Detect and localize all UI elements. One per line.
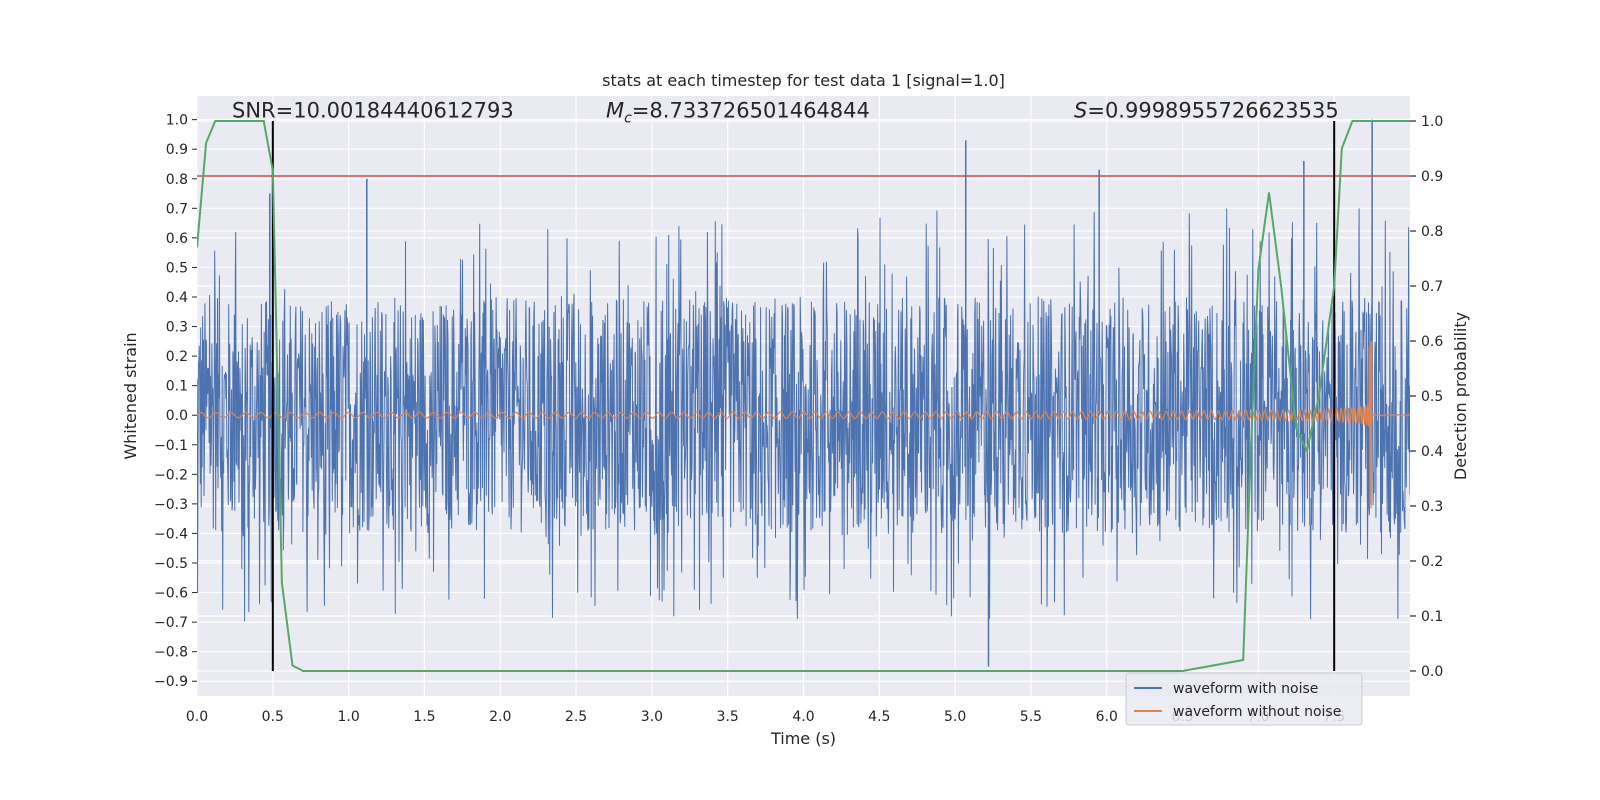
x-tick-label-5: 2.5 (565, 709, 587, 725)
x-tick-label-8: 4.0 (792, 709, 814, 725)
y-tick-label-16: −0.6 (154, 586, 188, 602)
y2-tick-label-1: 0.9 (1421, 169, 1443, 185)
x-tick-label-1: 0.5 (262, 709, 284, 725)
x-axis-label: Time (s) (770, 729, 836, 748)
y2-axis-ticks: 1.0 0.9 0.8 0.7 0.6 0.5 0.4 0.3 0.2 0.1 0.0 (1410, 114, 1443, 680)
mc-subscript: c (624, 111, 632, 127)
y-tick-label-18: −0.8 (154, 645, 188, 661)
y2-tick-label-9: 0.1 (1421, 609, 1443, 625)
y-axis-ticks: 1.0 0.9 0.8 0.7 0.6 0.5 0.4 0.3 0.2 0.1 0.0 −0.1 −0.… (154, 113, 197, 690)
snr-annotation: SNR=10.00184440612793 (232, 99, 514, 123)
y2-tick-label-10: 0.0 (1421, 664, 1443, 680)
x-tick-label-9: 4.5 (868, 709, 890, 725)
x-tick-label-12: 6.0 (1096, 709, 1118, 725)
s-annotation: S=0.9998955726623535 (1074, 99, 1339, 123)
y2-tick-label-4: 0.6 (1421, 334, 1443, 350)
y-tick-label-7: 0.3 (166, 320, 188, 336)
mc-value: =8.733726501464844 (632, 99, 870, 123)
y2-tick-label-5: 0.5 (1421, 389, 1443, 405)
y-tick-label-9: 0.1 (166, 379, 188, 395)
x-tick-label-2: 1.0 (337, 709, 359, 725)
x-tick-label-11: 5.5 (1020, 709, 1042, 725)
y-tick-label-17: −0.7 (154, 615, 188, 631)
y-tick-label-5: 0.5 (166, 260, 188, 276)
y-tick-label-11: −0.1 (154, 438, 188, 454)
legend-label-noise: waveform with noise (1173, 681, 1318, 697)
y-tick-label-14: −0.4 (154, 526, 188, 542)
y2-tick-label-6: 0.4 (1421, 444, 1443, 460)
chirp-mass-annotation: Mc=8.733726501464844 (606, 99, 870, 127)
x-tick-label-0: 0.0 (186, 709, 208, 725)
series-noisy-waveform (197, 208, 1410, 622)
y-tick-label-8: 0.2 (166, 349, 188, 365)
series-clean-waveform (197, 341, 1410, 509)
x-tick-label-4: 2.0 (489, 709, 511, 725)
y-tick-label-4: 0.6 (166, 231, 188, 247)
y2-tick-label-8: 0.2 (1421, 554, 1443, 570)
y2-tick-label-7: 0.3 (1421, 499, 1443, 515)
y-axis-label: Whitened strain (121, 332, 140, 459)
y-tick-label-1: 0.9 (166, 142, 188, 158)
legend-box (1125, 672, 1363, 726)
y-tick-label-10: 0.0 (166, 408, 188, 424)
y-tick-label-0: 1.0 (166, 113, 188, 129)
x-tick-label-6: 3.0 (641, 709, 663, 725)
s-value: =0.9998955726623535 (1087, 99, 1338, 123)
legend: waveform with noise waveform without noi… (1125, 672, 1363, 726)
y-tick-label-12: −0.2 (154, 467, 188, 483)
legend-label-clean: waveform without noise (1173, 704, 1341, 720)
y-tick-label-19: −0.9 (154, 674, 188, 690)
y-tick-label-6: 0.4 (166, 290, 188, 306)
plot-series (197, 119, 1410, 672)
y2-tick-label-0: 1.0 (1421, 114, 1443, 130)
y2-tick-label-3: 0.7 (1421, 279, 1443, 295)
y-tick-label-3: 0.7 (166, 201, 188, 217)
x-tick-label-7: 3.5 (717, 709, 739, 725)
s-symbol: S (1074, 99, 1087, 123)
chart-title: stats at each timestep for test data 1 [… (602, 71, 1005, 90)
series-detection-probability (197, 120, 1410, 672)
y2-tick-label-2: 0.8 (1421, 224, 1443, 240)
x-tick-label-3: 1.5 (413, 709, 435, 725)
y-tick-label-2: 0.8 (166, 172, 188, 188)
mc-symbol: M (606, 99, 624, 123)
x-tick-label-10: 5.0 (944, 709, 966, 725)
y2-axis-label: Detection probability (1451, 312, 1470, 480)
y-tick-label-15: −0.5 (154, 556, 188, 572)
y-tick-label-13: −0.3 (154, 497, 188, 513)
